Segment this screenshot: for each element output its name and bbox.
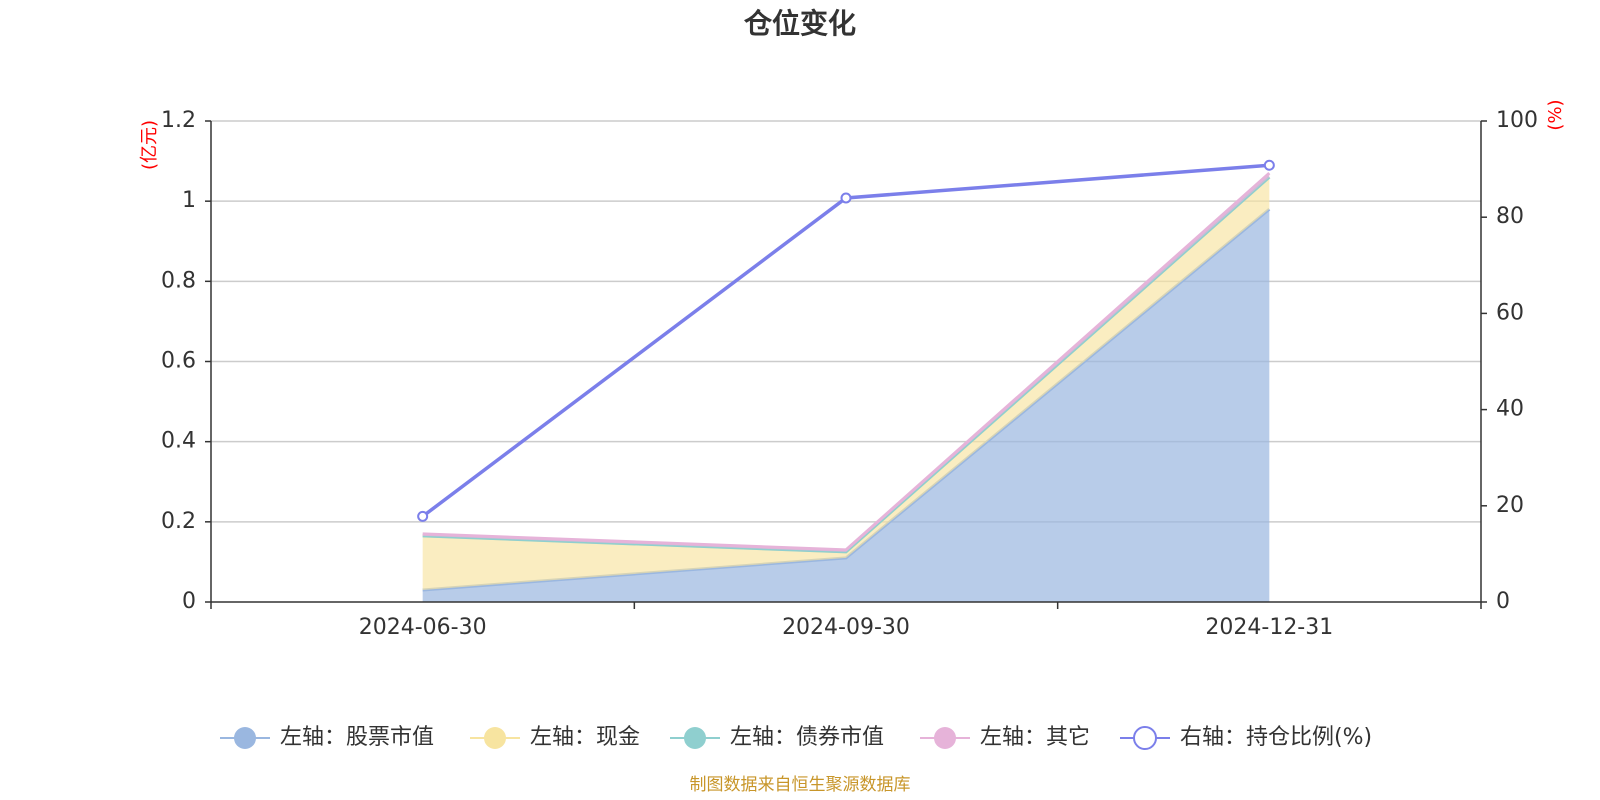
right-tick-label: 0 bbox=[1496, 589, 1510, 614]
grid-lines bbox=[211, 120, 1481, 523]
chart-title: 仓位变化 bbox=[744, 7, 856, 40]
legend-item: 左轴：其它 bbox=[920, 725, 1090, 750]
right-axis-unit: (%) bbox=[1545, 99, 1566, 130]
legend-label: 左轴：股票市值 bbox=[280, 725, 434, 750]
x-tick-label: 2024-06-30 bbox=[359, 615, 487, 640]
area-edge-3 bbox=[422, 171, 1271, 552]
ratio-point bbox=[1263, 159, 1275, 171]
legend-item: 左轴：债券市值 bbox=[670, 725, 884, 750]
legend-marker bbox=[684, 727, 706, 749]
area-1 bbox=[422, 177, 1270, 590]
legend-item: 右轴：持仓比例(%) bbox=[1120, 725, 1372, 750]
left-tick-label: 0 bbox=[182, 589, 196, 614]
x-tick-label: 2024-09-30 bbox=[782, 615, 910, 640]
position-ratio-line bbox=[417, 159, 1275, 522]
legend: 左轴：股票市值 左轴：现金 左轴：债券市值 左轴：其它 右轴：持仓比例(%) bbox=[220, 725, 1372, 750]
axes: 0 0.2 0.4 0.6 0.8 1 1.2 0 20 40 60 80 100 2024-06-30 2… bbox=[161, 108, 1538, 640]
legend-marker bbox=[234, 727, 256, 749]
stacked-areas bbox=[422, 171, 1271, 602]
left-tick-label: 1 bbox=[182, 188, 196, 213]
area-0 bbox=[422, 209, 1270, 602]
left-tick-label: 0.8 bbox=[161, 268, 196, 293]
right-tick-label: 80 bbox=[1496, 204, 1524, 229]
left-tick-label: 0.6 bbox=[161, 349, 196, 374]
x-tick-label: 2024-12-31 bbox=[1205, 615, 1333, 640]
legend-marker bbox=[1133, 726, 1157, 750]
left-tick-label: 1.2 bbox=[161, 108, 196, 133]
legend-label: 左轴：债券市值 bbox=[730, 725, 884, 750]
legend-marker bbox=[934, 727, 956, 749]
legend-label: 左轴：其它 bbox=[980, 725, 1090, 750]
left-tick-label: 0.4 bbox=[161, 429, 196, 454]
legend-item: 左轴：股票市值 bbox=[220, 725, 434, 750]
right-tick-label: 60 bbox=[1496, 300, 1524, 325]
legend-marker bbox=[484, 727, 506, 749]
legend-item: 左轴：现金 bbox=[470, 725, 640, 750]
legend-label: 左轴：现金 bbox=[530, 725, 640, 750]
legend-label: 右轴：持仓比例(%) bbox=[1180, 725, 1372, 750]
right-tick-label: 20 bbox=[1496, 493, 1524, 518]
ratio-point bbox=[840, 192, 852, 204]
left-axis-unit: (亿元) bbox=[139, 120, 160, 170]
ratio-point bbox=[417, 510, 429, 522]
source-note: 制图数据来自恒生聚源数据库 bbox=[690, 775, 911, 795]
right-tick-label: 40 bbox=[1496, 397, 1524, 422]
left-tick-label: 0.2 bbox=[161, 509, 196, 534]
right-tick-label: 100 bbox=[1496, 108, 1538, 133]
